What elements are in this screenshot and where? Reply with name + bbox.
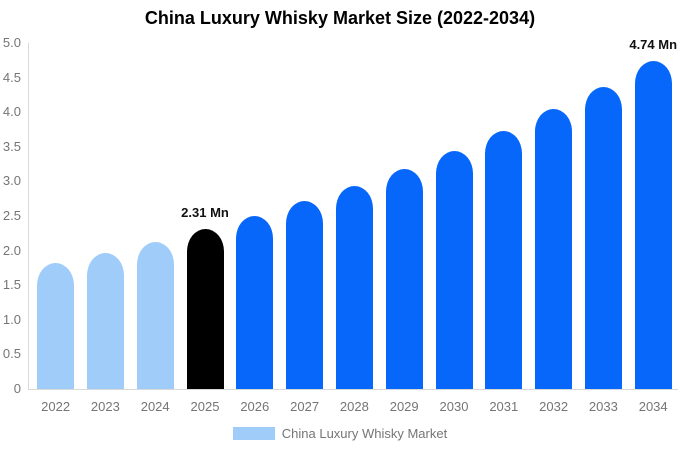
x-tick-label-2032: 2032 xyxy=(539,399,569,414)
y-tick-label-2.0: 2.0 xyxy=(2,242,21,258)
bar-2022[interactable] xyxy=(37,263,75,389)
y-tick-label-4.5: 4.5 xyxy=(2,69,21,85)
y-tick-label-3.5: 3.5 xyxy=(2,138,21,154)
legend[interactable]: China Luxury Whisky Market xyxy=(0,426,680,441)
y-tick-label-0.5: 0.5 xyxy=(2,346,21,362)
bar-2023[interactable] xyxy=(86,252,124,389)
y-tick-label-4.0: 4.0 xyxy=(2,104,21,120)
y-axis-line xyxy=(28,43,29,389)
y-tick-label-5.0: 5.0 xyxy=(2,35,21,50)
x-tick-label-2025: 2025 xyxy=(190,399,220,414)
bar-2025[interactable] xyxy=(186,229,224,389)
x-tick-label-2033: 2033 xyxy=(588,399,618,414)
y-tick-label-1.5: 1.5 xyxy=(2,277,21,293)
x-tick-label-2023: 2023 xyxy=(90,399,120,414)
bar-2024[interactable] xyxy=(136,241,174,389)
x-tick-label-2031: 2031 xyxy=(489,399,519,414)
bar-2031[interactable] xyxy=(485,130,523,389)
legend-label: China Luxury Whisky Market xyxy=(281,426,448,441)
bar-2033[interactable] xyxy=(584,86,622,389)
x-tick-label-2030: 2030 xyxy=(439,399,469,414)
x-tick-label-2028: 2028 xyxy=(339,399,369,414)
x-tick-label-2024: 2024 xyxy=(140,399,170,414)
value-label-2034: 4.74 Mn xyxy=(629,36,678,52)
bar-2029[interactable] xyxy=(385,168,423,389)
chart-title: China Luxury Whisky Market Size (2022-20… xyxy=(144,8,536,28)
x-tick-label-2026: 2026 xyxy=(240,399,270,414)
value-label-2025: 2.31 Mn xyxy=(181,205,229,221)
x-axis-line xyxy=(28,389,678,390)
bar-2028[interactable] xyxy=(335,186,373,389)
y-tick-label-0: 0 xyxy=(13,381,21,396)
bar-2034[interactable] xyxy=(634,61,672,389)
bar-2030[interactable] xyxy=(435,150,473,389)
y-tick-label-3.0: 3.0 xyxy=(2,173,21,189)
x-tick-label-2022: 2022 xyxy=(41,399,71,414)
x-tick-label-2034: 2034 xyxy=(638,399,668,414)
y-tick-label-2.5: 2.5 xyxy=(2,208,21,223)
bar-2032[interactable] xyxy=(535,109,573,389)
legend-swatch xyxy=(232,427,275,440)
x-tick-label-2029: 2029 xyxy=(389,399,419,414)
y-tick-label-1.0: 1.0 xyxy=(2,311,21,327)
bar-2027[interactable] xyxy=(286,201,324,389)
bar-2026[interactable] xyxy=(236,216,274,389)
x-tick-label-2027: 2027 xyxy=(290,399,320,414)
